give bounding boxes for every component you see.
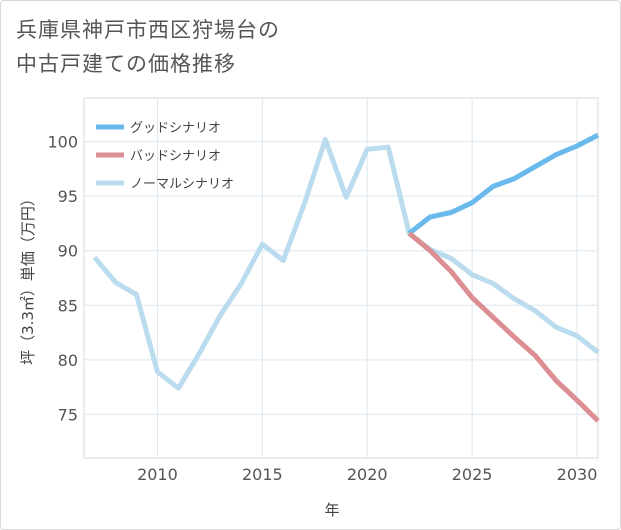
y-tick-label-75: 75 (58, 405, 78, 424)
y-tick-labels: 75 80 85 90 95 100 (47, 133, 78, 425)
x-tick-label-2015: 2015 (242, 465, 283, 484)
legend-label-1: バッドシナリオ (130, 149, 221, 164)
grid (84, 98, 598, 458)
x-axis-title: 年 (324, 501, 339, 519)
y-tick-label-100: 100 (47, 133, 78, 152)
x-tick-label-2025: 2025 (452, 465, 493, 484)
series-line-1 (407, 231, 600, 423)
chart-title: 兵庫県神戸市西区狩場台の 中古戸建ての価格推移 (16, 13, 280, 81)
plot-area (83, 97, 599, 459)
y-tick-label-80: 80 (58, 351, 78, 370)
chart-title-line2: 中古戸建ての価格推移 (16, 52, 236, 76)
series-line-0 (407, 132, 600, 236)
x-tick-label-2020: 2020 (347, 465, 388, 484)
series-lines (92, 132, 600, 423)
y-tick-label-95: 95 (58, 187, 78, 206)
y-tick-label-90: 90 (58, 242, 78, 261)
legend-label-0: グッドシナリオ (130, 121, 221, 136)
x-tick-labels: 2010 2015 2020 2025 2030 (137, 465, 597, 484)
chart-title-line1: 兵庫県神戸市西区狩場台の (16, 18, 280, 42)
y-tick-label-85: 85 (58, 296, 78, 315)
x-tick-label-2010: 2010 (137, 465, 178, 484)
legend-label-2: ノーマルシナリオ (130, 177, 234, 192)
series-line-2 (92, 137, 600, 391)
y-axis-title: 坪（3.3㎡）単価（万円） (19, 191, 37, 365)
x-tick-label-2030: 2030 (557, 465, 598, 484)
